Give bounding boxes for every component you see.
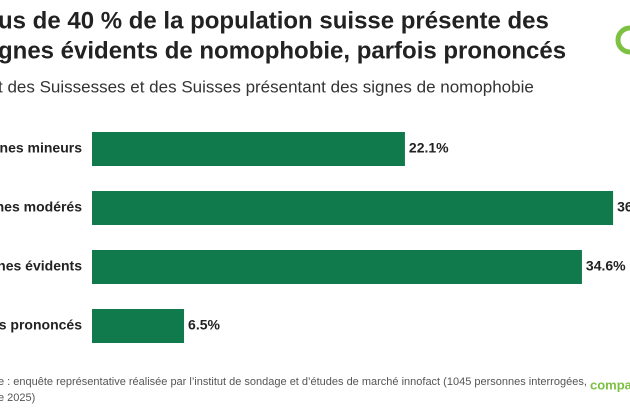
category-label: gnes mineurs	[0, 140, 82, 156]
category-label: nes modérés	[0, 199, 82, 215]
logo-icon	[615, 25, 630, 55]
value-label: 22.1%	[409, 140, 449, 156]
bar	[92, 309, 185, 343]
source: e 2025)	[0, 392, 35, 404]
title-line: us de 40 % de la population suisse prése…	[0, 7, 549, 34]
bar	[92, 250, 582, 284]
value-label: 36.8%	[617, 199, 630, 215]
value-label: 6.5%	[188, 317, 220, 333]
subtitle: t des Suissesses et des Suisses présenta…	[0, 77, 534, 96]
source: e : enquête représentative réalisée par …	[0, 376, 587, 388]
bar	[92, 191, 614, 225]
value-label: 34.6%	[586, 258, 626, 274]
title-line: gnes évidents de nomophobie, parfois pro…	[0, 37, 566, 64]
logo: compa	[590, 377, 630, 392]
category-label: nes évidents	[0, 258, 82, 274]
category-label: es prononcés	[0, 317, 82, 333]
bar	[92, 132, 405, 166]
